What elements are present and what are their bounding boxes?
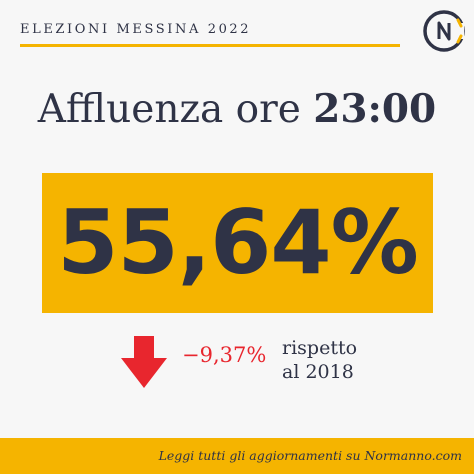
normanno-cn-logo-icon — [423, 10, 465, 52]
comparison-line-1: rispetto — [282, 337, 358, 359]
comparison-label: rispetto al 2018 — [282, 336, 357, 384]
headline-time: 23:00 — [313, 86, 437, 132]
footer-link-text: Leggi tutti gli aggiornamenti su Normann… — [158, 448, 462, 463]
arrow-down-icon — [121, 336, 167, 388]
headline-prefix: Affluenza ore — [37, 87, 314, 132]
headline: Affluenza ore 23:00 — [0, 86, 474, 132]
section-kicker: ELEZIONI MESSINA 2022 — [20, 22, 252, 37]
comparison-line-2: al 2018 — [282, 361, 354, 383]
kicker-underline — [20, 44, 400, 47]
turnout-value: 55,64% — [57, 191, 419, 294]
turnout-delta: −9,37% — [182, 343, 267, 367]
turnout-highlight-box: 55,64% — [42, 173, 433, 313]
footer-bar: Leggi tutti gli aggiornamenti su Normann… — [0, 438, 474, 474]
